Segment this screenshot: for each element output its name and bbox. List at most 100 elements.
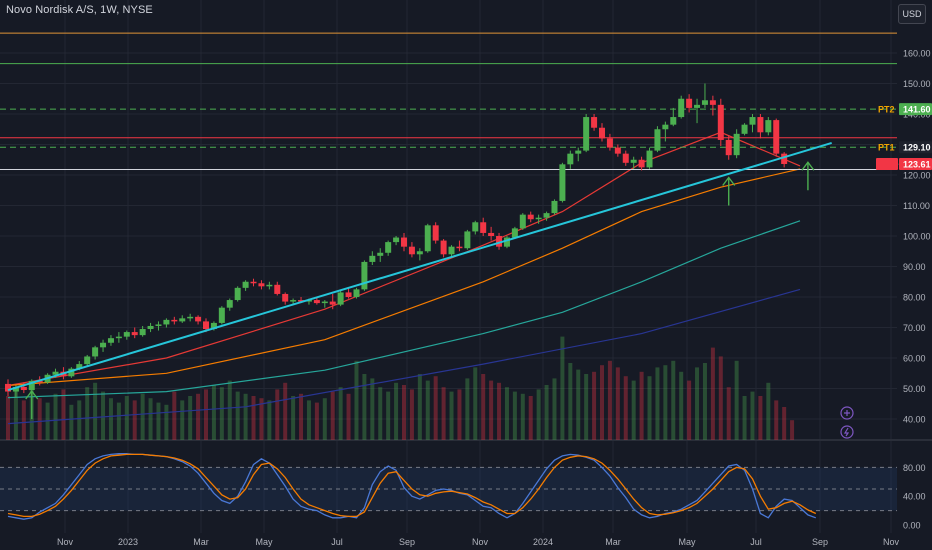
candle-body [567,153,574,165]
volume-bar [481,374,486,440]
y-tick-label: 100.00 [903,232,931,242]
candle-body [250,281,257,284]
plus-circle-icon[interactable] [840,406,854,420]
volume-bar [425,380,430,440]
x-tick-label: Mar [193,537,209,547]
volume-bar [512,391,517,440]
candle-body [781,153,788,164]
candle-body [496,236,503,247]
candle-body [187,316,194,319]
volume-bar [536,389,541,440]
candle-body [353,289,360,297]
currency-button[interactable]: USD [898,4,926,24]
price-label-text: PT2 [878,105,895,115]
volume-bar [306,400,311,440]
volume-bar [473,367,478,440]
candle-body [591,117,598,128]
volume-bar [362,374,367,440]
price-axis[interactable]: 40.00 50.00 60.00 70.00 80.00 90.00 100.00 110.… [903,49,931,531]
candle-body [662,124,669,130]
candle-body [234,287,241,301]
volume-bar [766,382,771,440]
volume-bar [180,400,185,440]
volume-bar [402,385,406,440]
candle-body [179,318,186,322]
volume-bar [742,396,747,440]
y-tick-label: 70.00 [903,323,926,333]
candle-body [298,300,305,302]
volume-bar [409,389,414,440]
candle-body [614,147,621,154]
candle-body [701,100,708,105]
up-arrow-head [25,389,39,400]
volume-bar [322,398,327,440]
volume-bar [710,347,715,440]
stochastic-pane [0,453,897,520]
price-badge-value: 141.60 [903,105,931,115]
price-label-text: PT1 [878,143,895,153]
candle-body [385,242,392,253]
volume-bar [338,387,343,440]
volume-bar [21,400,26,440]
volume-bar [267,400,272,440]
candle-body [773,120,780,154]
volume-bar [61,389,66,440]
volume-bar [552,378,557,440]
volume-bar [750,391,755,440]
volume-bar [544,385,549,440]
candle-body [749,117,756,125]
candle-body [559,164,566,201]
x-tick-label: 2023 [118,537,138,547]
volume-bar [53,393,58,440]
volume-bar [600,365,604,440]
candle-body [543,213,550,218]
volume-bar [528,396,533,440]
annotation-arrows [25,161,815,419]
volume-bar [576,369,581,440]
trendline[interactable] [7,142,832,391]
x-tick-label: Mar [605,537,621,547]
symbol-title[interactable]: Novo Nordisk A/S, 1W, NYSE [6,4,153,16]
volume-bar [275,389,280,440]
volume-bar [148,398,153,440]
candle-body [361,261,368,290]
volume-bar [504,387,509,440]
volume-bar [457,389,462,440]
volume-bar [655,367,660,440]
volume-bar [370,378,375,440]
candle-body [84,356,91,365]
volume-bar [631,380,636,440]
volume-bar [497,382,502,440]
candle-body [519,214,526,229]
candle-body [274,284,281,294]
candle-body [52,371,59,375]
volume-bar [679,371,684,440]
side-icons[interactable] [840,406,854,439]
volume-bar [433,376,438,440]
volume-bar [235,391,240,440]
candle-body [282,293,289,302]
candle-body [5,383,11,392]
volume-bar [219,387,224,440]
y-tick-label: 90.00 [903,262,926,272]
price-levels [0,32,897,171]
candle-body [654,129,661,151]
volume-bar [188,396,193,440]
lightning-circle-icon-glyph [843,427,850,437]
volume-bar [726,387,731,440]
lightning-circle-icon[interactable] [840,425,854,439]
candle-body [765,120,772,133]
x-tick-label: Sep [399,537,415,547]
grid-lines [0,0,932,533]
time-axis[interactable]: Nov 2023 Mar May Jul Sep Nov 2024 Mar May Jul Sep No… [57,537,900,547]
volume-bar [37,398,42,440]
candle-body [448,246,455,255]
volume-bar [647,376,652,440]
candle-body [155,324,162,326]
candle-body [100,342,107,348]
volume-bar [108,398,113,440]
candle-body [210,322,217,330]
candle-body [28,380,35,391]
